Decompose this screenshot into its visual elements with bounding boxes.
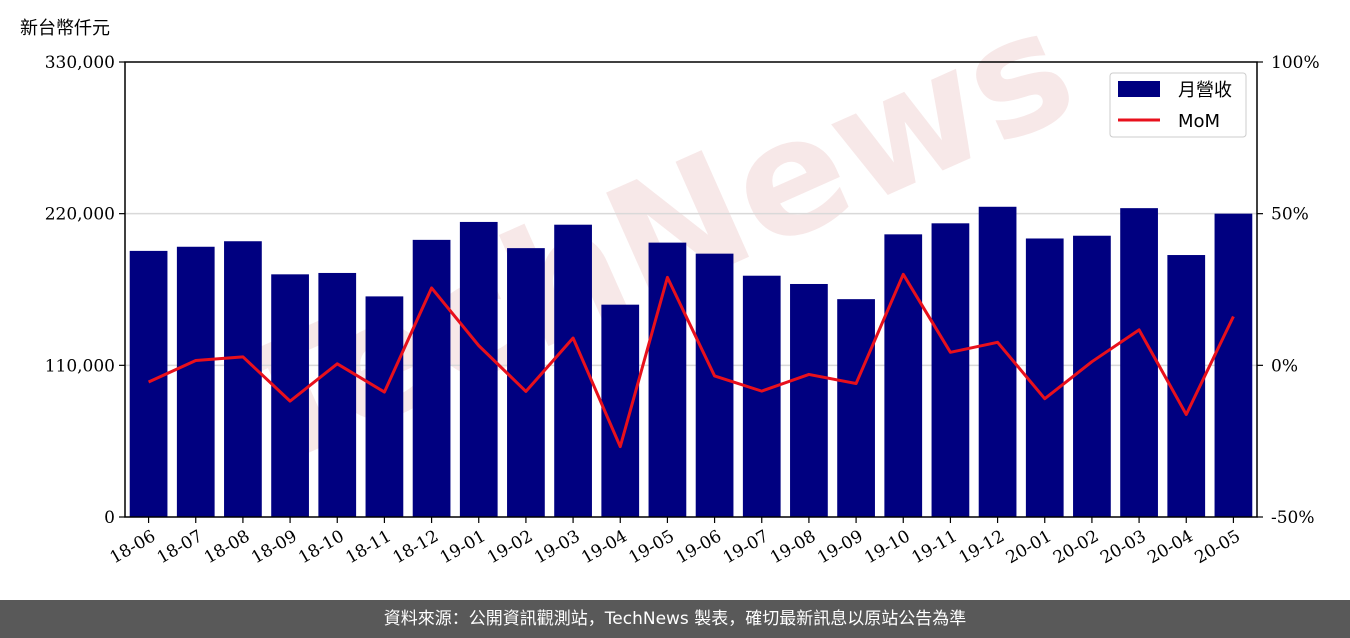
revenue-bar xyxy=(884,234,923,517)
x-tick-label: 20-03 xyxy=(1097,526,1149,568)
revenue-bar xyxy=(412,239,451,517)
x-tick-label: 19-02 xyxy=(484,526,536,568)
revenue-bar xyxy=(695,253,734,517)
revenue-bar xyxy=(271,274,309,517)
y-tick-label: 110,000 xyxy=(45,356,115,376)
source-footer: 資料來源：公開資訊觀測站，TechNews 製表，確切最新訊息以原站公告為準 xyxy=(0,600,1350,638)
revenue-bar xyxy=(790,283,828,517)
bars xyxy=(129,206,1253,518)
legend-swatch-revenue xyxy=(1118,81,1160,97)
revenue-bar xyxy=(1214,213,1253,517)
x-tick-label: 19-04 xyxy=(578,526,630,568)
revenue-bar xyxy=(507,248,545,518)
revenue-bar xyxy=(1025,238,1064,517)
x-tick-label: 20-01 xyxy=(1003,526,1055,568)
revenue-bar xyxy=(648,242,687,517)
y-axis: 0 110,000 220,000 330,000 xyxy=(45,53,125,528)
x-tick-label: 19-08 xyxy=(767,526,819,568)
y-tick-label: 220,000 xyxy=(45,205,115,225)
legend-label-mom: MoM xyxy=(1178,111,1220,132)
revenue-bar xyxy=(837,299,875,517)
x-tick-label: 18-06 xyxy=(107,526,159,568)
x-tick-label: 19-11 xyxy=(908,526,960,568)
revenue-bar xyxy=(554,224,592,518)
plot-frame xyxy=(124,61,1258,518)
revenue-bar xyxy=(459,221,498,517)
revenue-bar xyxy=(365,296,404,517)
mom-line-layer xyxy=(147,272,1235,449)
revenue-bar xyxy=(931,223,970,517)
x-tick-label: 20-05 xyxy=(1191,526,1243,568)
x-tick-label: 19-06 xyxy=(673,526,725,568)
revenue-bar xyxy=(176,246,215,517)
revenue-bar xyxy=(978,206,1017,518)
y2-tick-label: 50% xyxy=(1271,205,1309,225)
revenue-bar xyxy=(129,250,168,518)
revenue-bar xyxy=(318,272,357,517)
revenue-bar xyxy=(601,304,640,517)
revenue-bar xyxy=(1120,208,1158,517)
y2-axis: -50% 0% 50% 100% xyxy=(1257,53,1320,528)
x-axis: 18-0618-0718-0818-0918-1018-1118-1219-01… xyxy=(107,517,1244,568)
x-tick-label: 20-02 xyxy=(1050,526,1102,568)
mom-line xyxy=(147,272,1235,449)
y2-tick-label: 100% xyxy=(1271,53,1320,73)
y-tick-label: 330,000 xyxy=(45,53,115,73)
y2-tick-label: -50% xyxy=(1271,508,1315,528)
y-axis-label: 新台幣仟元 xyxy=(20,18,110,39)
revenue-bar xyxy=(742,275,781,517)
x-tick-label: 18-10 xyxy=(295,526,347,568)
x-tick-label: 19-10 xyxy=(861,526,913,568)
x-tick-label: 18-12 xyxy=(390,526,442,568)
x-tick-label: 18-09 xyxy=(248,526,300,568)
x-tick-label: 19-01 xyxy=(437,526,489,568)
x-tick-label: 18-08 xyxy=(201,526,253,568)
y2-tick-label: 0% xyxy=(1271,356,1298,376)
x-tick-label: 19-03 xyxy=(531,526,583,568)
x-tick-label: 19-12 xyxy=(956,526,1008,568)
x-tick-label: 18-07 xyxy=(154,526,206,568)
grid xyxy=(125,212,1257,367)
x-tick-label: 20-04 xyxy=(1144,526,1196,568)
x-tick-label: 19-07 xyxy=(720,526,772,568)
revenue-bar xyxy=(1073,235,1111,517)
legend-label-revenue: 月營收 xyxy=(1178,80,1232,101)
x-tick-label: 18-11 xyxy=(342,526,394,568)
x-tick-label: 19-05 xyxy=(625,526,677,568)
legend: 月營收 MoM xyxy=(1109,72,1247,138)
revenue-bar xyxy=(224,241,262,517)
y-tick-label: 0 xyxy=(104,508,115,528)
x-tick-label: 19-09 xyxy=(814,526,866,568)
